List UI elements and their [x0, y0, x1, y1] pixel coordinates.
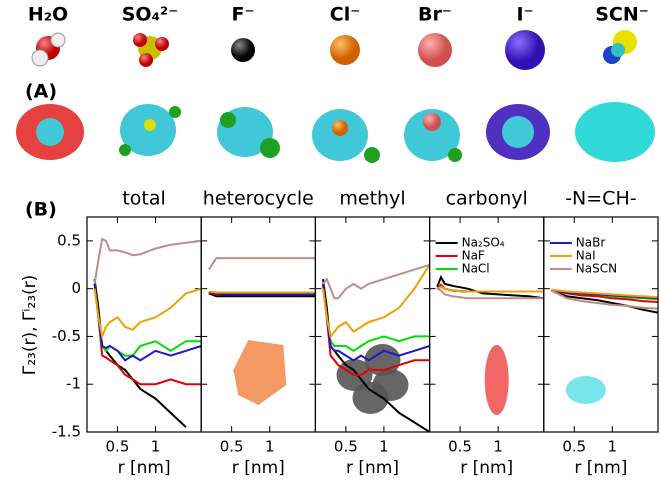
x-axis-label: r [nm]	[232, 458, 285, 478]
series-line	[551, 289, 658, 314]
x-tick-label: 1	[151, 438, 161, 456]
series-line	[208, 290, 316, 294]
y-axis-label: Γ₂₃(r), Γⁱ₂₃(r)	[20, 275, 40, 376]
panel-label: (B)	[25, 199, 57, 221]
series-line	[322, 283, 430, 352]
inset-surface	[372, 369, 409, 401]
series-line	[436, 287, 544, 300]
series-line	[551, 288, 658, 299]
ion-label: I⁻	[516, 4, 533, 26]
series-line	[93, 283, 202, 386]
x-tick-label: 1	[493, 438, 503, 456]
x-axis-label: r [nm]	[574, 458, 627, 478]
legend-label: NaSCN	[576, 262, 617, 276]
legend-label: NaCl	[462, 262, 490, 276]
series-line	[93, 278, 187, 428]
x-axis-label: r [nm]	[346, 458, 399, 478]
ion-label: SCN⁻	[595, 4, 649, 26]
x-axis-label: r [nm]	[460, 458, 513, 478]
series-line	[436, 274, 544, 300]
ion-label: F⁻	[231, 4, 254, 26]
panel-label: (A)	[25, 81, 57, 103]
inset-surface	[484, 345, 509, 415]
ion-label: Br⁻	[418, 4, 452, 26]
x-tick-label: 0.5	[334, 438, 358, 456]
ion-label: H₂O	[28, 4, 68, 26]
panel-title: carbonyl	[446, 188, 528, 210]
x-axis-label: r [nm]	[118, 458, 171, 478]
legend-label: Na₂SO₄	[462, 236, 505, 250]
series-line	[322, 283, 430, 362]
x-tick-label: 1	[265, 438, 275, 456]
panel-title: methyl	[339, 188, 405, 210]
inset-surface	[233, 340, 287, 405]
panel-title: heterocycle	[203, 188, 314, 210]
y-tick-label: 0.5	[57, 231, 81, 249]
y-tick-label: 0	[71, 279, 81, 297]
molecule-snapshots	[16, 102, 655, 163]
x-tick-label: 0.5	[106, 438, 130, 456]
inset-surface	[565, 376, 606, 404]
legend-label: NaF	[462, 249, 485, 263]
series-line	[208, 292, 316, 298]
ion-models	[31, 30, 637, 70]
plot-frame	[543, 216, 659, 433]
plot-frame	[86, 216, 202, 433]
x-tick-label: 0.5	[448, 438, 472, 456]
series-line	[93, 283, 202, 362]
ion-label: Cl⁻	[330, 4, 361, 26]
series-line	[207, 257, 316, 271]
series-line	[93, 287, 202, 340]
ion-label: SO₄²⁻	[122, 4, 179, 26]
legend-label: NaI	[576, 249, 596, 263]
series-line	[550, 289, 658, 310]
series-line	[322, 264, 430, 339]
series-line	[436, 285, 544, 293]
panel-title: -N=CH-	[565, 188, 636, 210]
y-tick-label: -1	[66, 375, 81, 393]
x-tick-label: 1	[608, 438, 618, 456]
series-line	[322, 263, 430, 300]
series-line	[93, 237, 202, 285]
y-tick-label: -0.5	[52, 327, 81, 345]
x-tick-label: 0.5	[562, 438, 586, 456]
x-tick-label: 0.5	[220, 438, 244, 456]
legend-label: NaBr	[576, 236, 606, 250]
x-tick-label: 1	[379, 438, 389, 456]
y-tick-label: -1.5	[52, 423, 81, 441]
series-line	[208, 291, 316, 296]
panel-title: total	[122, 188, 165, 210]
series-line	[322, 283, 430, 376]
